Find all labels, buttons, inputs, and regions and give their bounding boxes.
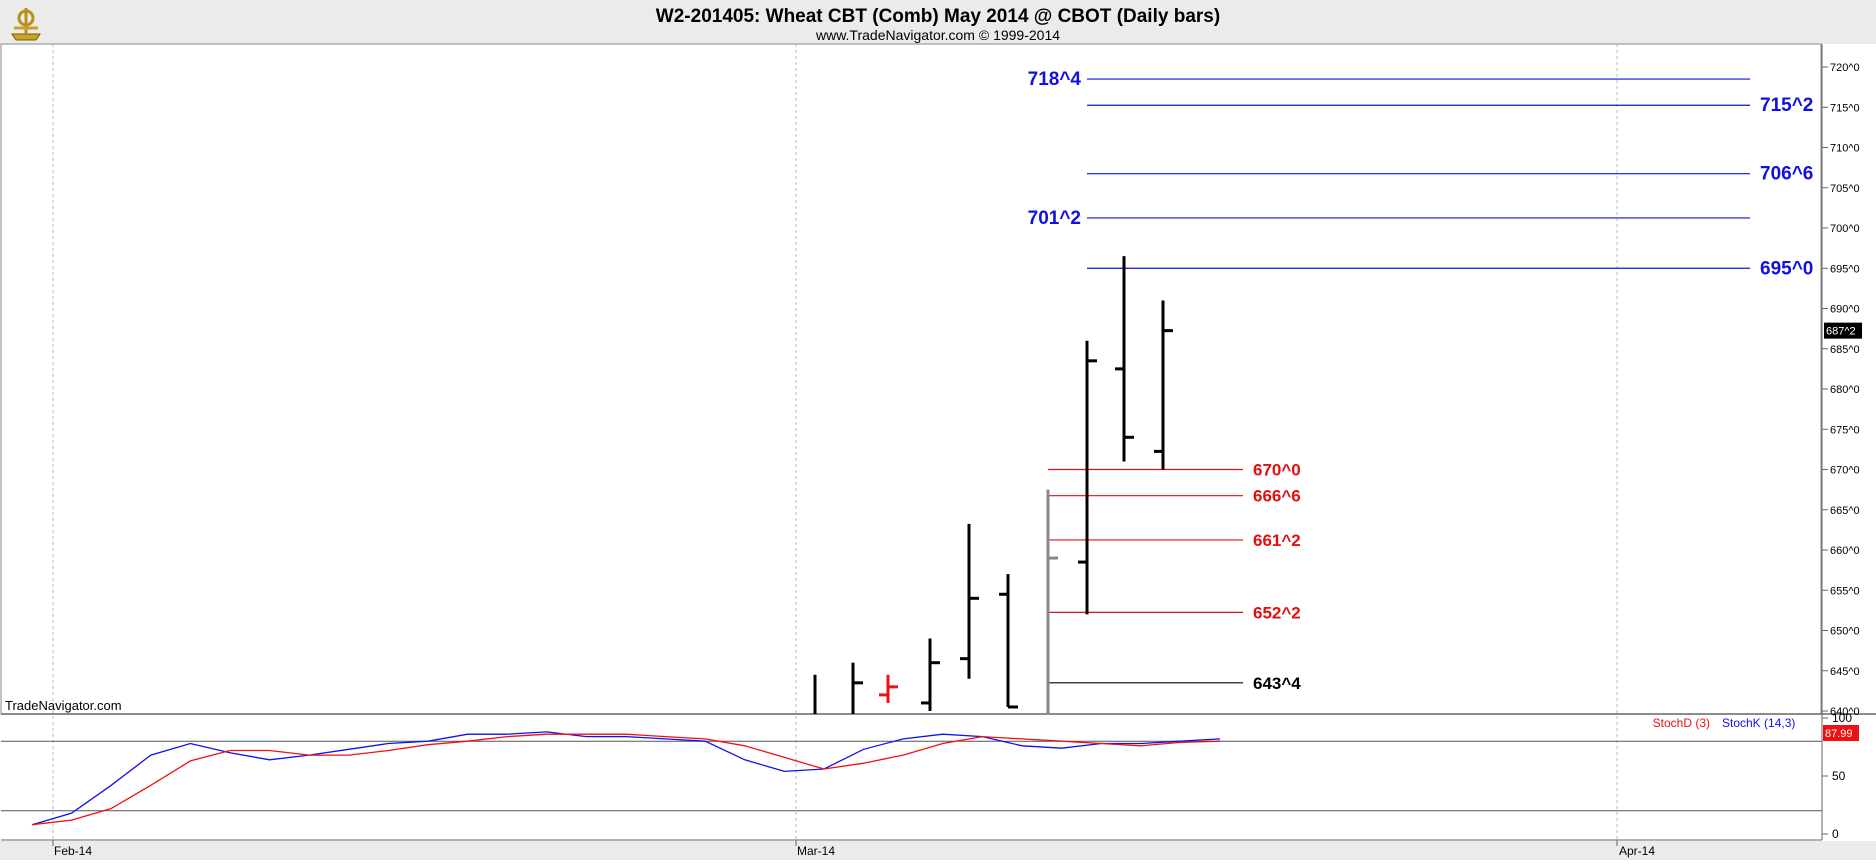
price-tick-label: 700^0: [1830, 223, 1860, 235]
level-label: 652^2: [1253, 603, 1301, 622]
level-label: 715^2: [1760, 95, 1813, 116]
logo-icon: [11, 8, 41, 41]
stoch-last-marker: [1823, 725, 1859, 741]
time-tick-label: Apr-14: [1619, 844, 1655, 858]
grid-layer: [52, 44, 1618, 840]
price-axis: 640^0 645^0 650^0 655^0 660^0 665^0 670^0 675^0…: [1822, 62, 1862, 718]
time-tick-label: Feb-14: [54, 844, 92, 858]
legend-stoch-k: StochK (14,3): [1722, 716, 1795, 730]
price-tick-label: 670^0: [1830, 465, 1860, 477]
price-tick-label: 710^0: [1830, 143, 1860, 155]
price-tick-label: 675^0: [1830, 424, 1860, 436]
price-tick-label: 660^0: [1830, 545, 1860, 557]
watermark: TradeNavigator.com: [5, 698, 122, 713]
stoch-series-line: [31, 733, 1221, 826]
stoch-tick-label: 100: [1832, 711, 1852, 725]
stoch-last-label: 87.99: [1825, 728, 1853, 740]
chart-subtitle: www.TradeNavigator.com © 1999-2014: [815, 27, 1060, 43]
price-tick-label: 715^0: [1830, 102, 1860, 114]
stoch-tick-label: 50: [1832, 769, 1846, 783]
price-tick-label: 665^0: [1830, 505, 1860, 517]
level-label: 695^0: [1760, 258, 1813, 279]
level-label: 718^4: [1028, 69, 1082, 90]
last-price-label: 687^2: [1826, 326, 1856, 338]
level-label: 643^4: [1253, 674, 1301, 693]
stoch-series-line: [31, 731, 1221, 826]
stoch-tick-label: 0: [1832, 827, 1839, 841]
price-tick-label: 705^0: [1830, 183, 1860, 195]
level-label: 706^6: [1760, 164, 1813, 185]
price-tick-label: 645^0: [1830, 666, 1860, 678]
stochastic-panel: 0 50 100 StochD (3) StochK (14,3) 87.99: [1, 711, 1859, 841]
price-tick-label: 720^0: [1830, 62, 1860, 74]
price-tick-label: 650^0: [1830, 626, 1860, 638]
level-layer: 718^4 715^2 706^6 701^2 695^0 670^0 666^6 661^2…: [1028, 69, 1814, 693]
price-tick-label: 695^0: [1830, 263, 1860, 275]
legend-stoch-d: StochD (3): [1653, 716, 1710, 730]
chart-title: W2-201405: Wheat CBT (Comb) May 2014 @ C…: [656, 6, 1220, 27]
level-label: 670^0: [1253, 461, 1301, 480]
time-axis: Feb-14 Mar-14 Apr-14: [52, 840, 1655, 858]
price-panel: [0, 43, 1822, 715]
price-tick-label: 680^0: [1830, 384, 1860, 396]
time-tick-label: Mar-14: [797, 844, 835, 858]
price-bars: [813, 256, 1173, 714]
level-label: 701^2: [1028, 208, 1081, 229]
header-band: [0, 0, 1876, 44]
price-tick-label: 655^0: [1830, 585, 1860, 597]
price-tick-label: 685^0: [1830, 344, 1860, 356]
level-label: 661^2: [1253, 531, 1301, 550]
time-axis-band: [0, 841, 1876, 860]
level-label: 666^6: [1253, 487, 1301, 506]
price-tick-label: 690^0: [1830, 304, 1860, 316]
last-price-marker: [1824, 322, 1862, 339]
price-tick-label: 640^0: [1830, 706, 1860, 718]
